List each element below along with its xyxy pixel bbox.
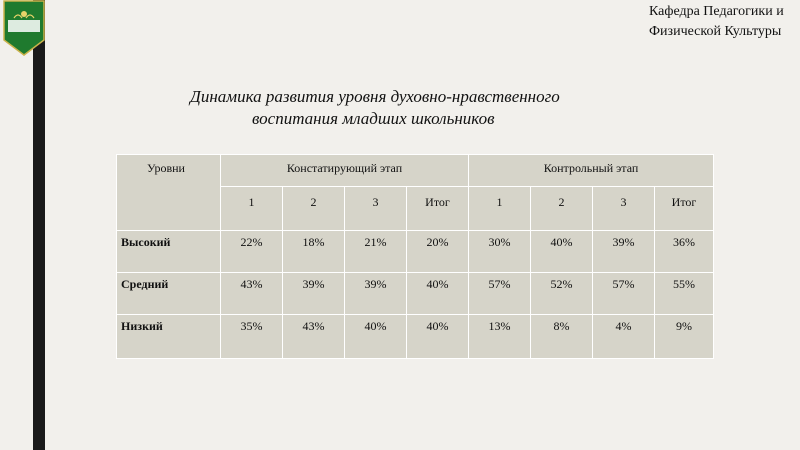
table-cell: 55%	[654, 272, 714, 315]
table-cell: 22%	[220, 230, 283, 273]
row-label: Средний	[116, 272, 221, 315]
table-cell: 9%	[654, 314, 714, 359]
subheader-cell: 1	[220, 186, 283, 231]
left-accent-bar	[33, 0, 45, 450]
table-cell: 21%	[344, 230, 407, 273]
table-cell: 40%	[406, 314, 469, 359]
header-group-ascertaining: Констатирующий этап	[220, 154, 469, 187]
subheader-cell: Итог	[654, 186, 714, 231]
table-cell: 40%	[530, 230, 593, 273]
table-row-low: Низкий 35% 43% 40% 40% 13% 8% 4% 9%	[116, 314, 714, 359]
table-cell: 35%	[220, 314, 283, 359]
table-cell: 57%	[468, 272, 531, 315]
table-cell: 36%	[654, 230, 714, 273]
header-group-control: Контрольный этап	[468, 154, 714, 187]
subheader-cell: 2	[530, 186, 593, 231]
header-levels: Уровни	[116, 154, 221, 231]
university-logo	[2, 0, 46, 56]
table-cell: 8%	[530, 314, 593, 359]
table-cell: 39%	[592, 230, 655, 273]
table-row-high: Высокий 22% 18% 21% 20% 30% 40% 39% 36%	[116, 230, 714, 273]
levels-table: Уровни Констатирующий этап Контрольный э…	[116, 154, 714, 359]
table-cell: 30%	[468, 230, 531, 273]
subheader-cell: 3	[592, 186, 655, 231]
department-heading: Кафедра Педагогики и Физической Культуры	[649, 2, 784, 42]
slide-title: Динамика развития уровня духовно-нравств…	[180, 86, 660, 130]
title-line-2: воспитания младших школьников	[252, 109, 495, 128]
table-cell: 57%	[592, 272, 655, 315]
table-cell: 20%	[406, 230, 469, 273]
row-label: Низкий	[116, 314, 221, 359]
table-row-medium: Средний 43% 39% 39% 40% 57% 52% 57% 55%	[116, 272, 714, 315]
subheader-cell: Итог	[406, 186, 469, 231]
table-cell: 4%	[592, 314, 655, 359]
row-label: Высокий	[116, 230, 221, 273]
table-cell: 52%	[530, 272, 593, 315]
table-cell: 43%	[282, 314, 345, 359]
table-cell: 40%	[344, 314, 407, 359]
subheader-cell: 2	[282, 186, 345, 231]
table-cell: 39%	[344, 272, 407, 315]
subheader-cell: 3	[344, 186, 407, 231]
department-line-1: Кафедра Педагогики и	[649, 4, 784, 19]
subheader-cell: 1	[468, 186, 531, 231]
table-cell: 18%	[282, 230, 345, 273]
department-line-2: Физической Культуры	[649, 24, 782, 39]
table-cell: 40%	[406, 272, 469, 315]
title-line-1: Динамика развития уровня духовно-нравств…	[190, 87, 560, 106]
table-cell: 39%	[282, 272, 345, 315]
table-cell: 13%	[468, 314, 531, 359]
table-cell: 43%	[220, 272, 283, 315]
